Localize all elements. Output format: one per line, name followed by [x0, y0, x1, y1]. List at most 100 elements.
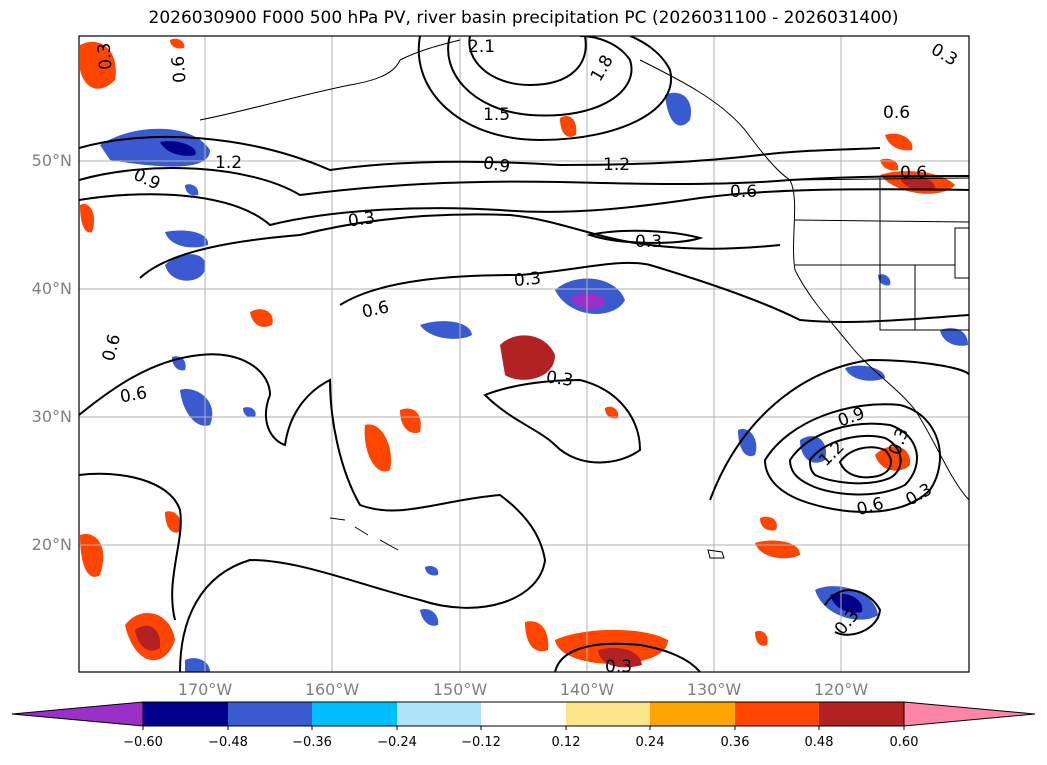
precip-blob	[165, 254, 206, 281]
colorbar-extend-high	[903, 701, 1036, 727]
map-frame	[78, 35, 970, 673]
contour-line	[417, 36, 673, 142]
lon-label-150w: 150°W	[432, 680, 488, 699]
precip-blob	[425, 565, 439, 576]
precip-blob	[875, 446, 911, 471]
contour-label: 0.6	[883, 103, 910, 123]
contour-line	[763, 403, 941, 513]
precip-blob	[80, 41, 116, 89]
contour-label: 0.3	[635, 232, 662, 252]
contour-label: 2.1	[468, 37, 495, 57]
colorbar-tick: −0.36	[292, 735, 332, 750]
contour-label: 1.2	[603, 155, 630, 175]
contour-line	[788, 422, 918, 496]
precip-blob	[738, 429, 757, 457]
lon-label-140w: 140°W	[559, 680, 615, 699]
lon-label-160w: 160°W	[304, 680, 360, 699]
contour-label: 0.3	[94, 42, 116, 71]
precip-blob	[560, 115, 577, 137]
contour-label: 0.3	[605, 657, 632, 677]
contour-line	[79, 472, 182, 621]
colorbar-tick: 0.24	[635, 735, 665, 750]
colorbar-tick: −0.48	[208, 735, 248, 750]
contour-line	[483, 378, 642, 464]
lat-label-30n: 30°N	[31, 407, 72, 426]
precip-blob	[525, 621, 549, 652]
pv-contours	[79, 36, 969, 672]
precip-blob	[165, 230, 209, 248]
contour-label: 0.3	[513, 269, 542, 291]
colorbar-tick: −0.60	[123, 735, 163, 750]
contour-line	[554, 642, 701, 672]
contour-label: 1.5	[483, 105, 510, 125]
contour-line	[79, 188, 969, 227]
colorbar-tick: 0.48	[804, 735, 834, 750]
contour-line	[79, 167, 969, 197]
precip-blob	[420, 321, 472, 339]
colorbar-tick: 0.60	[889, 735, 919, 750]
colorbar-bin	[312, 702, 397, 726]
precip-blob	[500, 335, 555, 380]
lon-label-170w: 170°W	[177, 680, 233, 699]
colorbar-tick: 0.12	[551, 735, 581, 750]
contour-label: 0.6	[168, 55, 190, 84]
precip-blob	[80, 204, 95, 233]
colorbar-bin	[143, 702, 228, 726]
lat-label-20n: 20°N	[31, 535, 72, 554]
lat-label-40n: 40°N	[31, 279, 72, 298]
contour-label: 0.3	[545, 367, 575, 391]
precip-blob	[878, 274, 891, 286]
precip-blob	[185, 184, 199, 196]
precip-blob	[420, 609, 439, 626]
precip-blob	[400, 408, 421, 434]
precip-blob	[900, 176, 935, 190]
contour-line	[586, 229, 704, 244]
precip-blob	[940, 328, 968, 346]
colorbar-bin	[228, 702, 312, 726]
contour-label: 0.6	[730, 182, 757, 202]
precip-blob	[165, 511, 182, 533]
contour-label: 0.9	[481, 153, 511, 177]
contour-line	[139, 213, 781, 279]
lon-label-120w: 120°W	[813, 680, 869, 699]
precip-blob	[880, 158, 899, 171]
contour-line	[824, 589, 882, 636]
contour-line	[709, 358, 969, 501]
colorbar-tick: −0.24	[377, 735, 417, 750]
colorbar-bin	[566, 702, 650, 726]
colorbar-bin	[397, 702, 481, 726]
contour-line	[79, 353, 547, 672]
colorbar-bin	[650, 702, 735, 726]
colorbar-bin	[819, 702, 904, 726]
contour-label: 0.6	[118, 383, 148, 407]
precip-blob	[755, 630, 768, 646]
contour-label: 0.6	[900, 163, 927, 183]
precip-blob	[243, 407, 256, 418]
colorbar-tick: 0.36	[720, 735, 750, 750]
precip-blob	[160, 141, 196, 156]
colorbar-extend-low	[11, 701, 144, 727]
colorbar-bin	[735, 702, 819, 726]
colorbar	[11, 701, 1036, 730]
precip-blob	[364, 424, 391, 472]
precip-blob	[170, 38, 185, 49]
lat-label-50n: 50°N	[31, 151, 72, 170]
precip-blob	[885, 133, 913, 151]
contour-line	[447, 36, 633, 117]
contour-line	[339, 261, 969, 324]
precip-blob	[605, 406, 619, 419]
contour-line	[808, 435, 902, 485]
contour-line	[468, 36, 587, 87]
precip-blob	[845, 365, 885, 381]
precip-blob	[830, 593, 863, 613]
map-title: 2026030900 F000 500 hPa PV, river basin …	[148, 8, 899, 28]
precip-blob	[598, 647, 642, 668]
contour-label: 1.2	[215, 153, 242, 173]
lon-label-130w: 130°W	[686, 680, 742, 699]
colorbar-bin	[481, 702, 566, 726]
precip-blob	[760, 516, 777, 531]
colorbar-tick: −0.12	[461, 735, 501, 750]
precip-blob	[555, 629, 668, 664]
precip-blob	[665, 92, 691, 126]
